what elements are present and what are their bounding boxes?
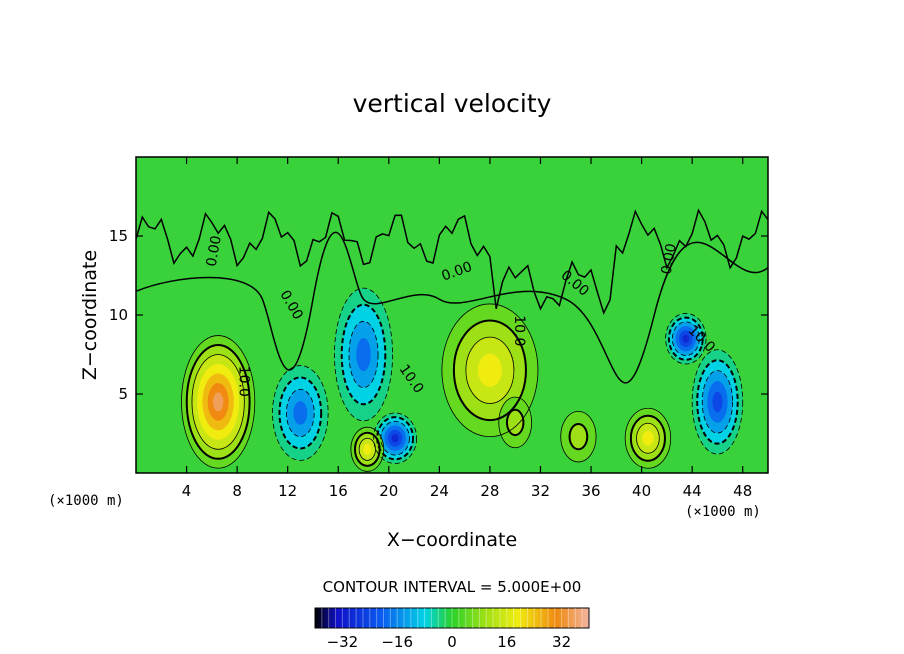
contour-line: [498, 396, 533, 449]
zero-contour-mid: [136, 231, 768, 384]
contour-line: [568, 423, 589, 451]
colorbar: [314, 607, 590, 629]
contour-value-label: 0.00: [204, 234, 225, 267]
y-axis-label: Z−coordinate: [79, 250, 101, 380]
contour-fill: [712, 391, 723, 413]
x-tick-label: 44: [683, 482, 702, 500]
contour-value-label: 0.00: [659, 242, 680, 275]
x-tick-label: 8: [232, 482, 242, 500]
x-tick-label: 36: [581, 482, 600, 500]
contour-line: [636, 422, 660, 454]
contour-line: [696, 359, 739, 445]
x-unit-left: (×1000 m): [48, 493, 124, 509]
contour-line: [191, 354, 245, 450]
colorbar-tick-label: −16: [381, 633, 413, 651]
contour-line: [665, 313, 707, 365]
y-tick-label: 5: [118, 385, 128, 403]
contour-line: [701, 370, 734, 434]
contour-fill: [682, 334, 690, 343]
contour-fill: [506, 409, 524, 436]
y-tick-label: 10: [109, 306, 128, 324]
contour-line: [380, 420, 410, 456]
contour-fill: [363, 443, 372, 455]
plot-field: [136, 157, 768, 473]
colorbar-tick-label: 0: [447, 633, 457, 651]
x-tick-label: 16: [329, 482, 348, 500]
colorbar-tick-label: −32: [327, 633, 359, 651]
contour-line: [286, 388, 315, 438]
contour-fill: [477, 353, 502, 387]
x-tick-label: 28: [480, 482, 499, 500]
contour-value-label: 10.0: [236, 366, 252, 397]
y-tick-label: 15: [109, 227, 128, 245]
x-tick-label: 24: [430, 482, 449, 500]
x-axis-label: X−coordinate: [387, 529, 517, 551]
contour-line: [373, 412, 418, 464]
contour-line: [452, 319, 527, 422]
contour-fill: [293, 401, 308, 425]
chart-title: vertical velocity: [353, 89, 552, 118]
contour-line: [691, 349, 744, 455]
contour-line: [348, 320, 379, 389]
x-tick-label: 32: [531, 482, 550, 500]
contour-fill: [356, 337, 371, 372]
colorbar-tick-label: 16: [497, 633, 516, 651]
contour-line: [181, 335, 256, 469]
contour-line: [505, 408, 525, 437]
zero-contour-upper: [136, 208, 768, 316]
contour-line: [350, 426, 385, 472]
contour-line: [560, 410, 597, 463]
contour-fill: [212, 392, 224, 412]
contour-value-label: 10.0: [511, 315, 527, 346]
contour-line: [671, 321, 700, 356]
x-tick-label: 4: [182, 482, 192, 500]
x-tick-label: 48: [733, 482, 752, 500]
x-tick-label: 40: [632, 482, 651, 500]
contour-interval-note: CONTOUR INTERVAL = 5.000E+00: [323, 578, 582, 596]
x-unit-right: (×1000 m): [685, 504, 761, 520]
x-tick-label: 12: [278, 482, 297, 500]
contour-line: [441, 303, 539, 438]
contour-fill: [642, 430, 654, 446]
contour-line: [629, 414, 666, 462]
contour-line: [185, 344, 251, 460]
contour-line: [334, 287, 393, 422]
contour-line: [353, 431, 381, 467]
contour-line: [624, 407, 672, 469]
contour-line: [358, 437, 376, 461]
contour-line: [278, 376, 323, 450]
contour-fill: [569, 424, 588, 450]
contour-line: [272, 365, 329, 461]
contour-fill: [391, 434, 399, 443]
contour-line: [465, 336, 515, 404]
colorbar-tick-label: 32: [552, 633, 571, 651]
x-tick-label: 20: [379, 482, 398, 500]
contour-line: [340, 303, 387, 406]
contour-line: [667, 316, 704, 361]
